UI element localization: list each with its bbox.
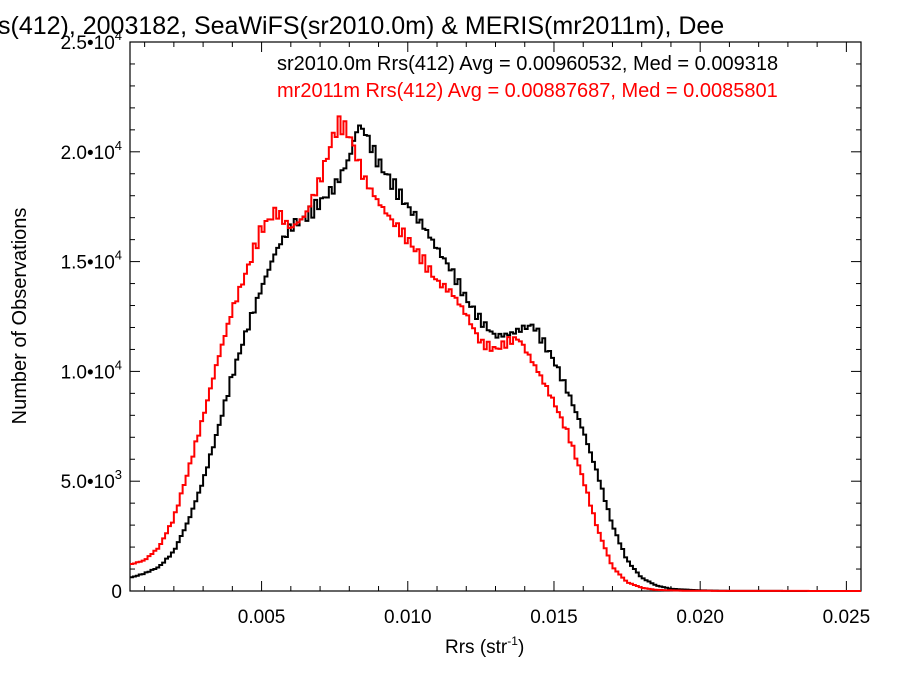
x-tick-label: 0.025 — [823, 607, 871, 628]
y-tick-label: 0 — [111, 582, 122, 603]
y-tick-mantissa: 5.0•10 — [61, 472, 115, 493]
y-tick-exponent: 4 — [115, 138, 122, 153]
x-axis-label-main: Rrs (str — [445, 637, 508, 658]
y-tick-exponent: 4 — [115, 28, 122, 43]
plot-frame — [129, 41, 862, 592]
x-tick-label: 0.005 — [238, 607, 286, 628]
y-tick-mantissa: 0 — [111, 582, 122, 603]
x-axis-ticks: 0.005 0.010 0.015 0.020 0.025 — [144, 42, 871, 628]
legend-entry-black: sr2010.0m Rrs(412) Avg = 0.00960532, Med… — [277, 53, 778, 75]
series-layer — [130, 115, 861, 592]
chart-title: s(412), 2003182, SeaWiFS(sr2010.0m) & ME… — [0, 12, 724, 40]
y-tick-label: 2.0•104 — [61, 138, 122, 164]
y-tick-label: 5.0•103 — [61, 467, 122, 493]
y-tick-label: 1.0•104 — [61, 357, 122, 383]
y-tick-exponent: 4 — [115, 357, 122, 372]
x-axis-label: Rrs (str-1) — [445, 634, 524, 658]
y-tick-mantissa: 1.5•10 — [61, 253, 115, 274]
x-tick-label: 0.020 — [676, 607, 724, 628]
x-tick-label: 0.010 — [384, 607, 432, 628]
x-axis-label-sup: -1 — [507, 634, 518, 648]
y-tick-mantissa: 2.5•10 — [61, 33, 115, 54]
x-axis-label-suffix: ) — [518, 637, 524, 658]
x-tick-label: 0.015 — [530, 607, 578, 628]
y-tick-label: 1.5•104 — [61, 248, 122, 274]
y-axis-label: Number of Observations — [9, 208, 31, 425]
y-tick-mantissa: 2.0•10 — [61, 143, 115, 164]
series-line-black — [130, 124, 861, 592]
y-tick-label: 2.5•104 — [61, 28, 122, 54]
y-tick-exponent: 3 — [115, 467, 122, 482]
series-line-red — [130, 115, 861, 592]
legend-entry-red: mr2011m Rrs(412) Avg = 0.00887687, Med =… — [277, 80, 778, 102]
y-tick-mantissa: 1.0•10 — [61, 362, 115, 383]
y-tick-exponent: 4 — [115, 248, 122, 263]
